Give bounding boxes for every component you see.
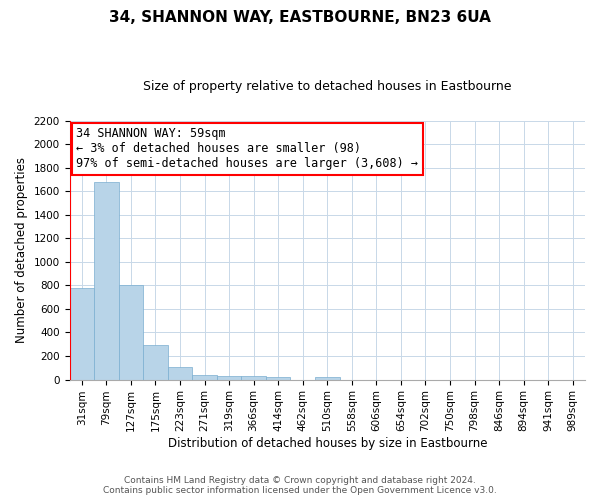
Bar bbox=[168, 366, 192, 380]
Bar bbox=[192, 376, 217, 380]
X-axis label: Distribution of detached houses by size in Eastbourne: Distribution of detached houses by size … bbox=[167, 437, 487, 450]
Bar bbox=[217, 376, 241, 380]
Bar bbox=[315, 377, 340, 380]
Y-axis label: Number of detached properties: Number of detached properties bbox=[15, 157, 28, 343]
Bar bbox=[241, 376, 266, 380]
Text: Contains HM Land Registry data © Crown copyright and database right 2024.
Contai: Contains HM Land Registry data © Crown c… bbox=[103, 476, 497, 495]
Bar bbox=[143, 345, 168, 380]
Text: 34, SHANNON WAY, EASTBOURNE, BN23 6UA: 34, SHANNON WAY, EASTBOURNE, BN23 6UA bbox=[109, 10, 491, 25]
Bar bbox=[94, 182, 119, 380]
Title: Size of property relative to detached houses in Eastbourne: Size of property relative to detached ho… bbox=[143, 80, 512, 93]
Bar bbox=[119, 286, 143, 380]
Bar bbox=[266, 377, 290, 380]
Text: 34 SHANNON WAY: 59sqm
← 3% of detached houses are smaller (98)
97% of semi-detac: 34 SHANNON WAY: 59sqm ← 3% of detached h… bbox=[76, 128, 418, 170]
Bar bbox=[70, 288, 94, 380]
